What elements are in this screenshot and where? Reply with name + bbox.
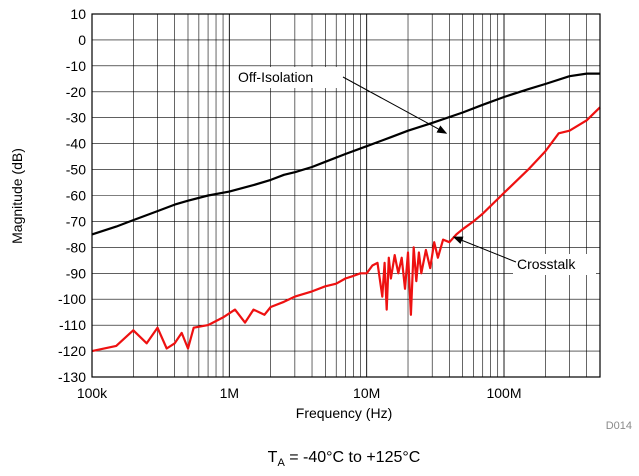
y-tick-label: 10: [70, 6, 86, 22]
y-tick-label: -100: [58, 291, 86, 307]
x-tick-label: 100M: [486, 385, 521, 401]
y-tick-label: -90: [66, 265, 86, 281]
y-tick-label: -130: [58, 369, 86, 385]
crosstalk-arrow: [452, 236, 517, 263]
series-line-crosstalk: [91, 106, 601, 353]
y-tick-label: -30: [66, 110, 86, 126]
x-tick-label: 10M: [353, 385, 380, 401]
y-tick-label: -20: [66, 84, 86, 100]
off-isolation-label: Off-Isolation: [238, 69, 313, 85]
y-tick-label: -50: [66, 162, 86, 178]
caption-subscript: A: [277, 457, 285, 469]
figure-id: D014: [606, 420, 632, 432]
series-layer: [91, 72, 601, 353]
y-tick-label: -60: [66, 188, 86, 204]
tick-labels: 10 0 -10 -20 -30 -40 -50 -60 -70 -80 -90 -100 -110 -1…: [58, 6, 522, 401]
y-tick-label: 0: [78, 32, 86, 48]
caption: TA = -40°C to +125°C: [268, 449, 421, 469]
annotations: Off-Isolation Crosstalk: [234, 67, 596, 275]
series-line-off-isolation: [91, 72, 600, 236]
y-tick-label: -110: [59, 317, 86, 333]
off-isolation-label-background: [234, 67, 341, 88]
plot-area-border: [91, 13, 601, 378]
crosstalk-label-background: [513, 254, 596, 275]
y-tick-label: -80: [66, 239, 86, 255]
y-tick-label: -70: [66, 213, 86, 229]
x-axis-label: Frequency (Hz): [296, 405, 392, 421]
caption-main: T: [268, 449, 278, 466]
crosstalk-label: Crosstalk: [517, 256, 576, 272]
off-isolation-arrow: [342, 76, 448, 134]
caption-rest: = -40°C to +125°C: [285, 449, 421, 466]
y-tick-label: -10: [66, 58, 86, 74]
y-axis-label: Magnitude (dB): [9, 148, 25, 244]
x-tick-label: 1M: [220, 385, 239, 401]
y-tick-label: -40: [66, 136, 86, 152]
x-tick-label: 100k: [77, 385, 108, 401]
y-tick-label: -120: [58, 343, 86, 359]
grid: [92, 14, 600, 377]
